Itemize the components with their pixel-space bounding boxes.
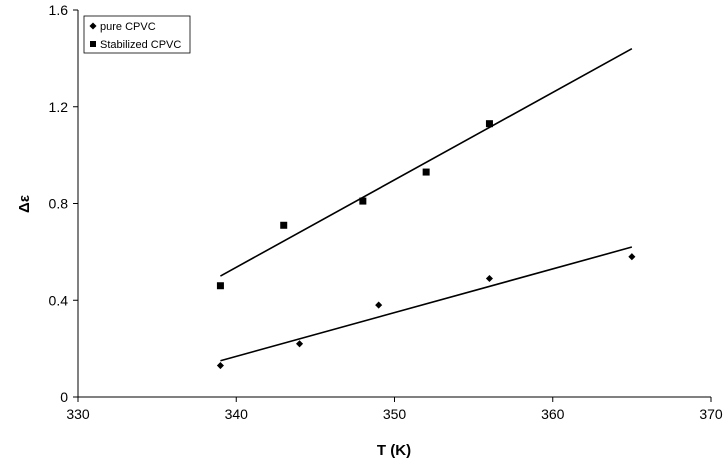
y-tick-label: 1.2: [49, 99, 69, 115]
legend-box: [83, 15, 191, 54]
x-tick-label: 350: [383, 406, 407, 422]
data-point-stabilized-cpvc: [422, 168, 430, 176]
legend: pure CPVC Stabilized CPVC: [83, 15, 191, 54]
data-point-pure-cpvc: [296, 340, 304, 348]
series-stabilized-cpvc: [216, 47, 633, 290]
y-tick-label: 0.8: [49, 196, 69, 212]
trendline-pure-cpvc: [220, 246, 633, 362]
data-point-pure-cpvc: [375, 301, 383, 309]
data-point-stabilized-cpvc: [359, 197, 367, 205]
legend-label-pure-cpvc: pure CPVC: [100, 21, 156, 33]
trendline-stabilized-cpvc: [220, 47, 633, 277]
x-tick-label: 370: [699, 406, 723, 422]
y-tick-label: 0.4: [49, 292, 69, 308]
data-point-pure-cpvc: [216, 362, 224, 370]
y-axis-title: Δε: [16, 195, 33, 213]
x-tick-label: 360: [541, 406, 565, 422]
data-point-pure-cpvc: [485, 274, 493, 283]
data-point-stabilized-cpvc: [485, 120, 493, 128]
x-tick-label: 340: [225, 406, 249, 422]
series-pure-cpvc: [216, 246, 636, 370]
plot-area: [77, 10, 711, 398]
legend-label-stabilized-cpvc: Stabilized CPVC: [100, 39, 181, 51]
data-point-stabilized-cpvc: [280, 221, 288, 229]
legend-marker-stabilized-cpvc: [90, 41, 96, 47]
y-tick-label: 0: [60, 389, 68, 405]
x-axis-title: T (K): [377, 442, 411, 459]
data-point-pure-cpvc: [628, 253, 636, 261]
data-point-stabilized-cpvc: [216, 282, 224, 290]
y-tick-label: 1.6: [49, 2, 69, 18]
series-layer: [216, 47, 636, 370]
x-tick-label: 330: [66, 406, 90, 422]
tick-group: 330 340 350 360 370 0 0.4 0.8 1.2 1.6: [49, 2, 723, 422]
